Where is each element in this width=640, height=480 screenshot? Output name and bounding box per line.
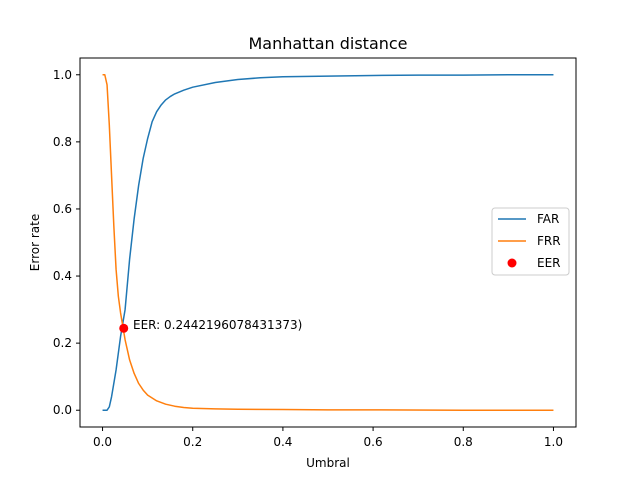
legend-box	[491, 207, 570, 276]
plot-frame	[79, 57, 577, 428]
x-tick-label: 0.0	[93, 435, 112, 449]
x-tick-label: 1.0	[544, 435, 563, 449]
legend-eer-label: EER	[537, 256, 561, 270]
chart-title: Manhattan distance	[248, 34, 407, 53]
series-layer	[102, 74, 554, 411]
legend-eer-marker	[507, 258, 517, 268]
legend-frr-label: FRR	[537, 234, 561, 248]
series-line-far	[102, 74, 554, 411]
legend: FAR FRR EER	[491, 207, 570, 276]
x-axis-ticks: 0.0 0.2 0.4 0.6 0.8 1.0	[93, 427, 563, 449]
eer-annotation: EER: 0.2442196078431373)	[133, 318, 302, 332]
y-axis-label: Error rate	[28, 214, 42, 271]
x-tick-label: 0.8	[454, 435, 473, 449]
series-line-frr	[102, 74, 554, 411]
x-axis-label: Umbral	[306, 456, 350, 470]
y-tick-label: 0.8	[53, 135, 72, 149]
y-tick-label: 0.0	[53, 403, 72, 417]
y-tick-label: 0.2	[53, 336, 72, 350]
x-tick-label: 0.4	[273, 435, 292, 449]
y-tick-label: 0.4	[53, 269, 72, 283]
legend-far-label: FAR	[537, 212, 559, 226]
y-tick-label: 0.6	[53, 202, 72, 216]
eer-point	[119, 323, 129, 333]
y-tick-label: 1.0	[53, 68, 72, 82]
x-tick-label: 0.2	[183, 435, 202, 449]
y-axis-ticks: 0.0 0.2 0.4 0.6 0.8 1.0	[53, 68, 80, 417]
x-tick-label: 0.6	[364, 435, 383, 449]
